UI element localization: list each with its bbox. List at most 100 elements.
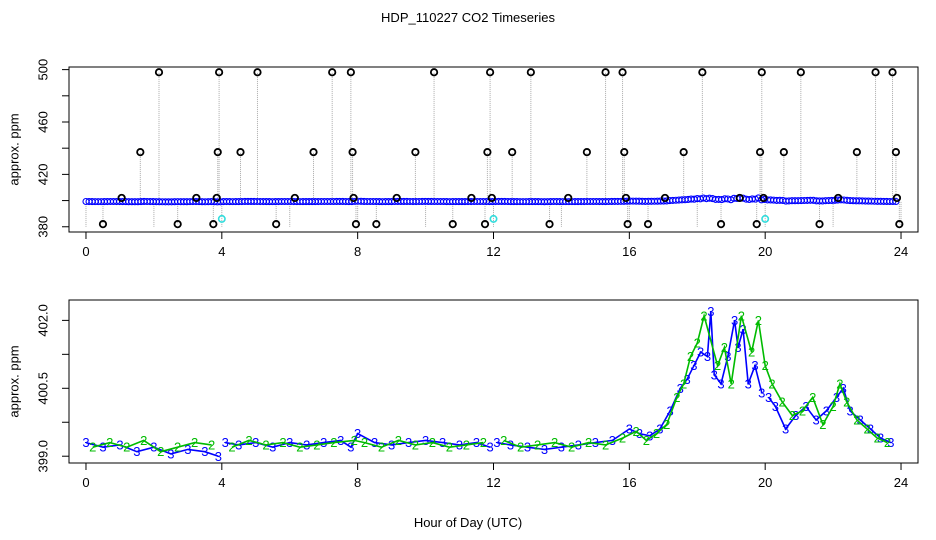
spike-point bbox=[545, 220, 554, 229]
series-point-2: 2 bbox=[568, 440, 575, 455]
series-point-3: 3 bbox=[731, 313, 738, 328]
series-point-3: 3 bbox=[541, 442, 548, 457]
series-point-2: 2 bbox=[714, 358, 721, 373]
series-point-2: 2 bbox=[361, 435, 368, 450]
series-point-2: 2 bbox=[738, 308, 745, 323]
series-point-3: 3 bbox=[758, 385, 765, 400]
series-point-3: 3 bbox=[765, 390, 772, 405]
series-point-2: 2 bbox=[585, 435, 592, 450]
spike-point bbox=[213, 148, 222, 157]
x-tick-label: 24 bbox=[894, 475, 908, 490]
series-point-2: 2 bbox=[313, 437, 320, 452]
series-point-3: 3 bbox=[422, 433, 429, 448]
series-point-3: 3 bbox=[347, 440, 354, 455]
series-point-2: 2 bbox=[395, 433, 402, 448]
spike-point bbox=[236, 148, 245, 157]
series-point-3: 3 bbox=[524, 440, 531, 455]
series-point-3: 3 bbox=[507, 437, 514, 452]
spike-point bbox=[346, 68, 355, 77]
series-point-2: 2 bbox=[123, 440, 130, 455]
series-point-2: 2 bbox=[819, 417, 826, 432]
series-point-3: 3 bbox=[388, 437, 395, 452]
x-tick-label: 20 bbox=[758, 475, 772, 490]
series-point-3: 3 bbox=[320, 435, 327, 450]
bottom-panel-plot-area: 3 3 3 3 3 3 3 3 33 3 3 3 3 3 3 3 333 3 3 3 3 3 3 3 3 3 3 3 3 3 3 33 3 3 33… bbox=[82, 304, 894, 464]
spike-point bbox=[660, 193, 670, 203]
cyan-point bbox=[489, 214, 498, 223]
spike-point bbox=[779, 148, 788, 157]
spike-point bbox=[618, 68, 627, 77]
top-panel-axes: 0 4 8 12 16 20 24 380 420 460 500 bbox=[36, 59, 909, 259]
spike-point bbox=[392, 193, 401, 203]
series-point-3: 3 bbox=[751, 358, 758, 373]
top-panel-y-axis-label: approx. ppm bbox=[7, 113, 22, 185]
series-point-2: 2 bbox=[809, 390, 816, 405]
spike-point bbox=[486, 68, 495, 77]
spike-point bbox=[716, 220, 726, 229]
series-point-3: 3 bbox=[677, 381, 684, 396]
series-point-2: 2 bbox=[779, 394, 786, 409]
bottom-panel: 3 3 3 3 3 3 3 3 33 3 3 3 3 3 3 3 333 3 3 3 3 3 3 3 3 3 3 3 3 3 3 33 3 3 33… bbox=[7, 299, 919, 490]
top-panel-plot-area bbox=[82, 68, 904, 229]
spike-point bbox=[759, 193, 768, 203]
series-point-3: 3 bbox=[877, 431, 884, 446]
series-point-3: 3 bbox=[184, 442, 191, 457]
series-point-3: 3 bbox=[707, 304, 714, 319]
series-point-2: 2 bbox=[789, 408, 796, 423]
x-tick-label: 16 bbox=[622, 244, 636, 259]
spike-point bbox=[117, 193, 126, 203]
spike-point bbox=[735, 193, 744, 203]
spike-point bbox=[892, 193, 902, 203]
series-point-3: 3 bbox=[734, 340, 741, 355]
spike-point bbox=[136, 148, 145, 157]
spike-point bbox=[679, 148, 688, 157]
series-point-2: 2 bbox=[351, 433, 358, 448]
cyan-point bbox=[217, 214, 226, 223]
y-tick-label: 500 bbox=[36, 59, 51, 81]
series-point-3: 3 bbox=[354, 426, 361, 441]
series-point-2: 2 bbox=[245, 433, 252, 448]
spike-point bbox=[411, 148, 420, 157]
x-tick-label: 20 bbox=[758, 244, 772, 259]
series-point-3: 3 bbox=[704, 349, 711, 364]
y-tick-label: 460 bbox=[36, 111, 51, 133]
series-point-3: 3 bbox=[656, 422, 663, 437]
x-tick-label: 0 bbox=[82, 475, 89, 490]
series-point-3: 3 bbox=[609, 433, 616, 448]
series-point-2: 2 bbox=[853, 413, 860, 428]
series-point-2: 2 bbox=[378, 440, 385, 455]
series-point-3: 3 bbox=[99, 440, 106, 455]
spike-point bbox=[372, 220, 381, 229]
spike-point bbox=[757, 68, 766, 77]
series-point-2: 2 bbox=[157, 444, 164, 459]
series-point-2: 2 bbox=[799, 403, 806, 418]
series-point-2: 2 bbox=[463, 437, 470, 452]
spike-point bbox=[349, 193, 358, 203]
series-point-3: 3 bbox=[887, 435, 894, 450]
series-point-3: 3 bbox=[201, 444, 208, 459]
spike-point bbox=[895, 220, 904, 229]
x-tick-label: 12 bbox=[486, 475, 500, 490]
series-point-2: 2 bbox=[836, 376, 843, 391]
series-point-3: 3 bbox=[711, 367, 718, 382]
series-point-2: 2 bbox=[602, 437, 609, 452]
spike-point bbox=[834, 193, 843, 203]
y-tick-label: 402.0 bbox=[36, 304, 51, 337]
spike-point bbox=[888, 68, 897, 77]
series-point-3: 3 bbox=[493, 435, 500, 450]
spike-point bbox=[192, 193, 201, 203]
spike-point bbox=[508, 148, 517, 157]
series-point-3: 3 bbox=[724, 349, 731, 364]
series-point-2: 2 bbox=[633, 424, 640, 439]
series-point-3: 3 bbox=[371, 435, 378, 450]
spike-point bbox=[448, 220, 457, 229]
series-point-2: 2 bbox=[429, 435, 436, 450]
series-point-2: 2 bbox=[174, 440, 181, 455]
series-point-2: 2 bbox=[534, 437, 541, 452]
series-point-2: 2 bbox=[694, 336, 701, 351]
spike-point bbox=[209, 220, 218, 229]
spike-point bbox=[290, 193, 299, 203]
series-point-3: 3 bbox=[823, 403, 830, 418]
series-line-2 bbox=[92, 312, 888, 453]
series-point-3: 3 bbox=[697, 345, 704, 360]
